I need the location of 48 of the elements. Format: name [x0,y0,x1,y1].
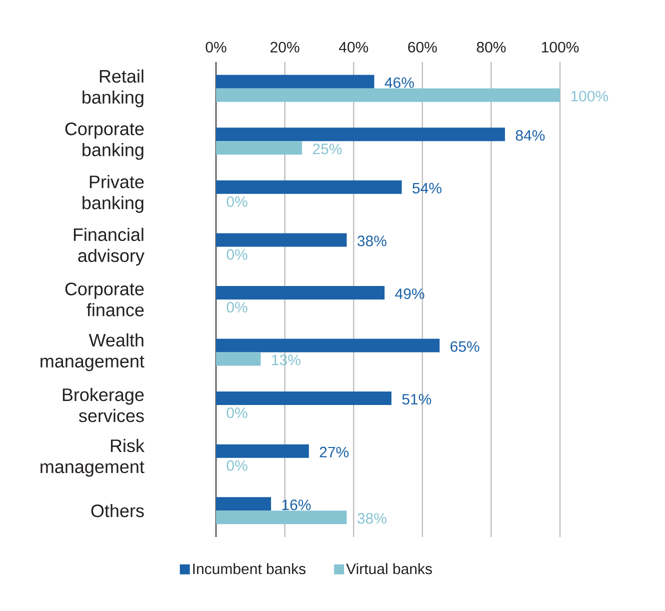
y-tick-label: Brokerage services [62,388,144,422]
legend-label: Incumbent banks [193,563,306,574]
bar [216,141,302,155]
data-label: 0% [226,302,248,313]
data-label: 0% [226,460,248,471]
data-label: 51% [402,394,432,405]
legend-label: Virtual banks [346,563,432,574]
bar [216,128,505,142]
y-tick-label: Retail banking [82,69,144,108]
data-label: 0% [226,196,248,207]
data-label: 0% [226,407,248,418]
data-label: 100% [571,90,608,102]
bar [216,392,392,406]
y-tick-label: Others [91,504,144,518]
y-tick-label: Corporate banking [65,122,144,160]
data-label: 54% [412,182,442,194]
data-label: 16% [282,500,311,510]
bar [216,510,347,524]
bar [216,338,440,352]
bar [216,233,347,247]
bar [216,352,261,366]
y-tick-label: Private banking [82,175,144,213]
x-tick-label: 60% [408,42,437,52]
data-label: 13% [272,354,300,366]
x-tick-label: 40% [338,42,368,52]
y-tick-label: Financial advisory [74,228,144,266]
data-label: 84% [516,130,545,141]
data-label: 25% [312,144,342,154]
y-tick-label: Corporate finance [65,282,144,316]
x-tick-label: 80% [476,42,506,52]
bar [216,88,560,102]
bar [216,180,402,194]
bar [216,444,309,458]
data-label: 65% [450,341,480,352]
data-label: 49% [395,288,424,300]
data-label: 38% [358,236,386,246]
x-tick-label: 20% [270,42,300,52]
data-label: 0% [226,249,248,260]
bar [216,74,374,88]
x-tick-label: 0% [206,42,226,52]
data-label: 38% [358,513,386,524]
y-tick-label: Risk management [40,438,145,477]
y-tick-label: Wealth management [40,333,144,372]
data-label: 46% [384,77,414,88]
x-tick-label: 100% [542,42,579,52]
bar [216,286,385,300]
bar [216,497,272,511]
data-label: 27% [320,446,349,458]
